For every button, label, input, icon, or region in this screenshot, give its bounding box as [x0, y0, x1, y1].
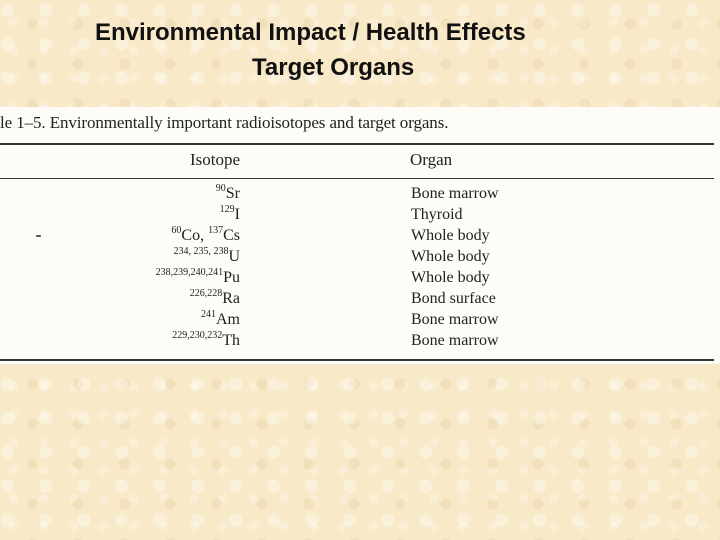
table-row: 238,239,240,241Pu Whole body: [0, 266, 714, 290]
mass-number: 238,239,240,241: [155, 266, 224, 278]
isotope-cell: 60Co, 137Cs: [171, 224, 240, 245]
isotope-cell: 226,228Ra: [189, 287, 240, 308]
mass-number: 137: [208, 224, 224, 236]
element-symbol: U: [228, 248, 240, 265]
mass-number: 226,228: [189, 287, 223, 299]
organ-cell: Bond surface: [411, 290, 496, 307]
slide-title-line-1: Environmental Impact / Health Effects: [95, 19, 526, 46]
isotope-cell: 234, 235, 238U: [173, 245, 240, 266]
table-row: 90Sr Bone marrow: [0, 182, 714, 206]
element-symbol: Sr: [225, 185, 240, 202]
element-symbol: Th: [222, 332, 240, 349]
top-rule: [0, 143, 714, 145]
table-row: 226,228Ra Bond surface: [0, 287, 714, 311]
column-header-isotope: Isotope: [190, 150, 241, 169]
table-body: 90Sr Bone marrow 129I Thyroid 60Co, 137Cs Who…: [0, 182, 714, 353]
table-row: 229,230,232Th Bone marrow: [0, 329, 714, 353]
mass-number: 234, 235, 238: [173, 245, 229, 257]
element-symbol: Pu: [223, 269, 240, 286]
isotope-cell: 241Am: [201, 308, 240, 329]
column-header-organ: Organ: [410, 150, 453, 169]
organ-cell: Whole body: [411, 269, 490, 286]
slide-title-line-2: Target Organs: [252, 54, 415, 81]
mass-number: 129: [219, 203, 235, 215]
element-symbol: Co,: [181, 227, 209, 244]
scanned-table: le 1–5. Environmentally important radioi…: [0, 107, 720, 364]
header-rule: [0, 178, 714, 179]
organ-cell: Bone marrow: [411, 311, 499, 328]
isotope-cell: 90Sr: [215, 182, 240, 203]
mass-number: 90: [215, 182, 226, 194]
mass-number: 229,230,232: [172, 329, 223, 341]
table-row: 241Am Bone marrow: [0, 308, 714, 332]
scan-speck: [36, 235, 41, 237]
element-symbol: I: [234, 206, 240, 223]
organ-cell: Bone marrow: [411, 332, 499, 349]
isotope-cell: 129I: [219, 203, 240, 224]
organ-cell: Whole body: [411, 227, 490, 244]
table-caption: le 1–5. Environmentally important radioi…: [0, 113, 449, 132]
element-symbol: Ra: [222, 290, 240, 307]
bottom-rule: [0, 359, 714, 361]
organ-cell: Thyroid: [411, 206, 463, 223]
isotope-cell: 229,230,232Th: [172, 329, 240, 350]
table-row: 60Co, 137Cs Whole body: [0, 224, 714, 248]
element-symbol: Am: [216, 311, 240, 328]
mass-number: 241: [201, 308, 216, 320]
element-symbol: Cs: [223, 227, 240, 244]
organ-cell: Whole body: [411, 248, 490, 265]
mass-number: 60: [171, 224, 182, 236]
table-row: 234, 235, 238U Whole body: [0, 245, 714, 269]
table-row: 129I Thyroid: [0, 203, 714, 227]
organ-cell: Bone marrow: [411, 185, 499, 202]
isotope-cell: 238,239,240,241Pu: [155, 266, 240, 287]
